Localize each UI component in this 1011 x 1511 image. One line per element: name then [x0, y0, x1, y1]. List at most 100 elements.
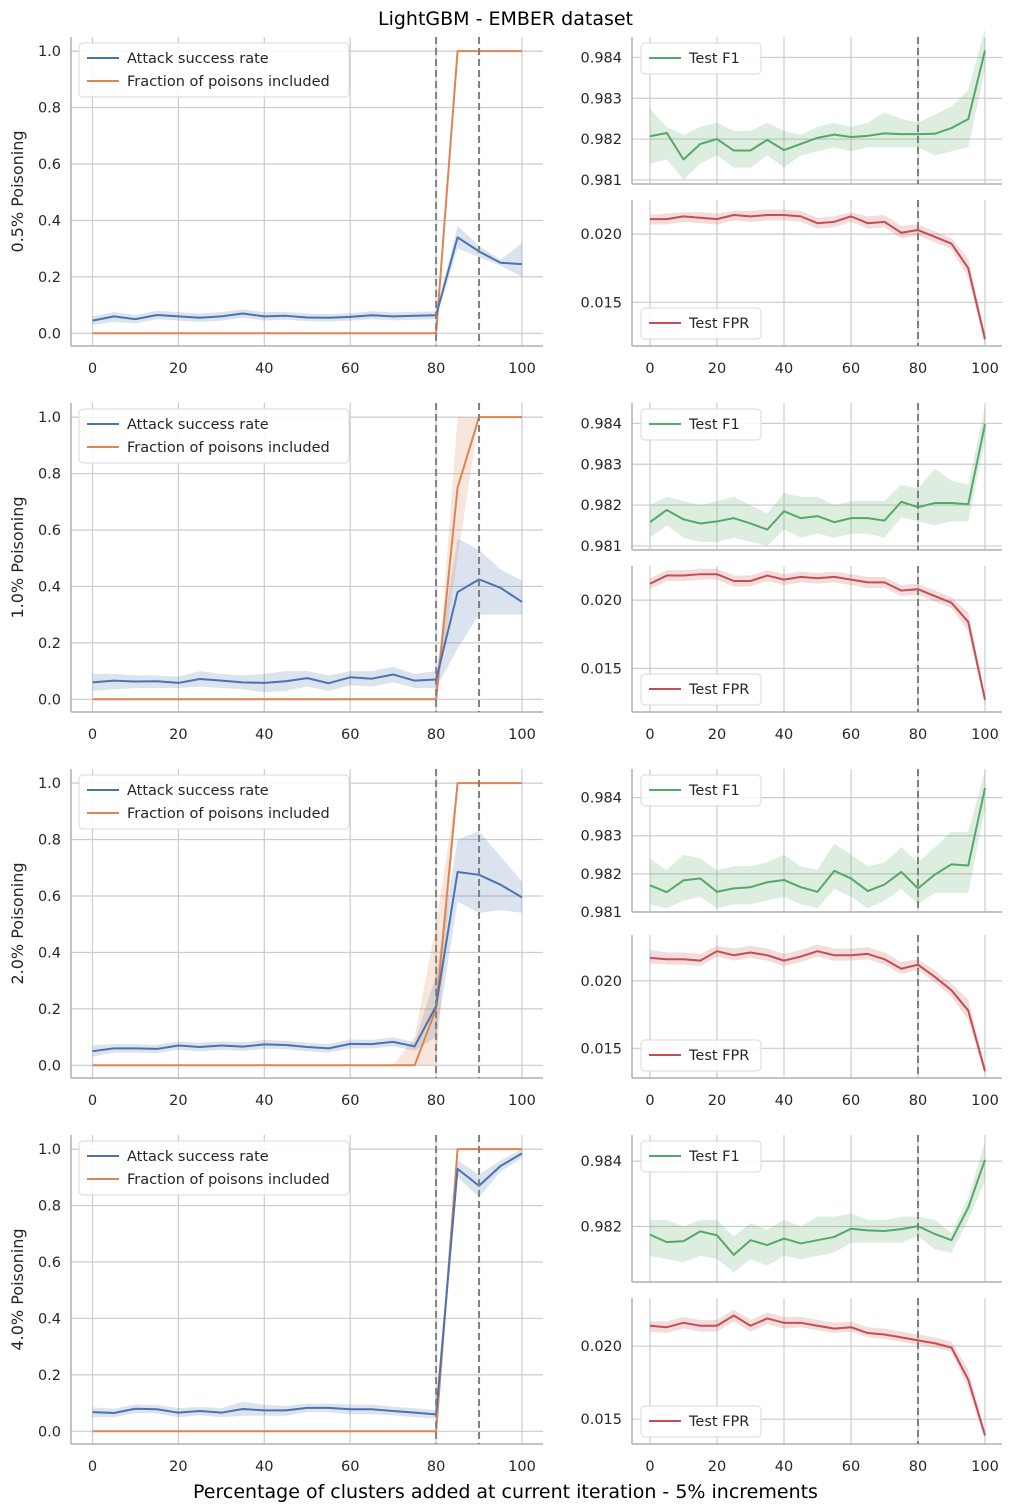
- row-1: 0.0 0.2 0.4 0.6 0.8 1.0 0 20 40 60 80 100 Attack suc…: [8, 28, 1002, 377]
- x-tick-label: 20: [708, 1093, 726, 1109]
- f1-line: [649, 1159, 986, 1256]
- x-tick-label: 60: [341, 1459, 359, 1475]
- row-ylabel: 1.0% Poisoning: [8, 496, 27, 618]
- y-tick-label: 0.2: [38, 1002, 61, 1018]
- x-tick-label: 100: [971, 1459, 999, 1475]
- legend-box: [640, 408, 762, 441]
- x-tick-label: 40: [255, 727, 273, 743]
- y-tick-label: 1.0: [38, 410, 61, 426]
- y-tick-label: 0.020: [580, 593, 622, 609]
- legend-box: [78, 1140, 350, 1196]
- x-tick-label: 40: [255, 1093, 273, 1109]
- y-tick-label: 0.984: [580, 416, 622, 432]
- legend-box: [640, 673, 762, 706]
- x-tick-label: 80: [427, 1093, 445, 1109]
- x-tick-label: 20: [169, 1459, 187, 1475]
- y-tick-label: 0.6: [38, 889, 61, 905]
- asr-band: [92, 226, 522, 325]
- f1-band: [650, 407, 985, 546]
- y-tick-label: 0.981: [580, 905, 622, 921]
- y-tick-label: 0.020: [580, 974, 622, 990]
- y-tick-label: 0.982: [580, 867, 622, 883]
- y-tick-label: 0.982: [580, 1219, 622, 1235]
- y-tick-label: 0.8: [38, 1199, 61, 1215]
- legend-label: Attack success rate: [127, 1149, 269, 1165]
- x-tick-label: 60: [842, 727, 860, 743]
- x-tick-label: 0: [645, 361, 654, 377]
- asr-panel: 0.0 0.2 0.4 0.6 0.8 1.0 0 20 40 60 80 100 Attack suc…: [8, 1135, 543, 1475]
- legend-label: Test FPR: [688, 1048, 749, 1064]
- y-tick-label: 0.015: [580, 1412, 622, 1428]
- x-tick-label: 80: [427, 727, 445, 743]
- x-tick-label: 0: [88, 361, 97, 377]
- legend-label: Fraction of poisons included: [127, 440, 330, 456]
- x-tick-label: 100: [508, 727, 536, 743]
- x-tick-label: 60: [341, 361, 359, 377]
- legend-label: Test FPR: [688, 1414, 749, 1430]
- fpr-line: [649, 950, 986, 1072]
- y-tick-label: 0.6: [38, 523, 61, 539]
- fpr-panel: 0.015 0.020 0 20 40 60 80 100 Test FPR: [580, 1298, 1002, 1475]
- x-tick-label: 100: [508, 1459, 536, 1475]
- legend-box: [640, 307, 762, 340]
- x-tick-label: 100: [971, 727, 999, 743]
- x-tick-label: 40: [775, 727, 793, 743]
- x-tick-label: 20: [708, 1459, 726, 1475]
- row-ylabel: 0.5% Poisoning: [8, 130, 27, 252]
- legend-box: [78, 408, 350, 464]
- x-tick-label: 0: [88, 1093, 97, 1109]
- legend-label: Attack success rate: [127, 783, 269, 799]
- fraction-line: [92, 782, 522, 1067]
- x-tick-label: 100: [508, 1093, 536, 1109]
- y-tick-label: 0.981: [580, 539, 622, 555]
- y-tick-label: 0.015: [580, 295, 622, 311]
- f1-band: [650, 1141, 985, 1273]
- y-tick-label: 0.2: [38, 636, 61, 652]
- y-tick-label: 1.0: [38, 44, 61, 60]
- f1-line: [649, 424, 986, 531]
- f1-panel: 0.981 0.982 0.983 0.984 Test F1: [580, 769, 1002, 921]
- legend-label: Test FPR: [688, 316, 749, 332]
- x-tick-label: 20: [708, 727, 726, 743]
- x-tick-label: 20: [169, 1093, 187, 1109]
- asr-line: [92, 578, 523, 685]
- asr-panel: 0.0 0.2 0.4 0.6 0.8 1.0 0 20 40 60 80 100 Attack suc…: [8, 769, 543, 1109]
- x-tick-label: 40: [775, 1459, 793, 1475]
- x-tick-label: 40: [775, 1093, 793, 1109]
- legend-label: Attack success rate: [127, 51, 269, 67]
- f1-panel: 0.981 0.982 0.983 0.984 Test F1: [580, 403, 1002, 555]
- legend-box: [78, 774, 350, 830]
- row-4: 0.0 0.2 0.4 0.6 0.8 1.0 0 20 40 60 80 100 Attack suc…: [8, 1135, 1002, 1475]
- legend-box: [78, 42, 350, 98]
- x-tick-label: 0: [645, 1459, 654, 1475]
- y-tick-label: 0.0: [38, 1058, 61, 1074]
- asr-line: [92, 1152, 523, 1416]
- x-tick-label: 60: [842, 1459, 860, 1475]
- x-tick-label: 80: [909, 1459, 927, 1475]
- fpr-panel: 0.015 0.020 0 20 40 60 80 100 Test FPR: [580, 200, 1002, 377]
- x-tick-label: 100: [971, 361, 999, 377]
- y-tick-label: 0.4: [38, 213, 61, 229]
- x-tick-label: 80: [909, 1093, 927, 1109]
- y-tick-label: 0.8: [38, 467, 61, 483]
- y-tick-label: 1.0: [38, 776, 61, 792]
- y-tick-label: 0.984: [580, 1154, 622, 1170]
- y-tick-label: 0.983: [580, 829, 622, 845]
- f1-line: [649, 787, 986, 894]
- x-tick-label: 0: [645, 727, 654, 743]
- y-tick-label: 0.983: [580, 91, 622, 107]
- legend-box: [640, 1140, 762, 1173]
- y-tick-label: 0.2: [38, 1368, 61, 1384]
- x-tick-label: 40: [255, 1459, 273, 1475]
- x-tick-label: 60: [341, 1093, 359, 1109]
- y-tick-label: 0.020: [580, 1339, 622, 1355]
- asr-band: [92, 1149, 522, 1419]
- x-tick-label: 60: [341, 727, 359, 743]
- y-tick-label: 0.020: [580, 227, 622, 243]
- legend-label: Test F1: [688, 783, 740, 799]
- y-tick-label: 0.2: [38, 270, 61, 286]
- y-tick-label: 0.8: [38, 101, 61, 117]
- f1-panel: 0.982 0.984 Test F1: [580, 1135, 1002, 1283]
- legend-box: [640, 42, 762, 75]
